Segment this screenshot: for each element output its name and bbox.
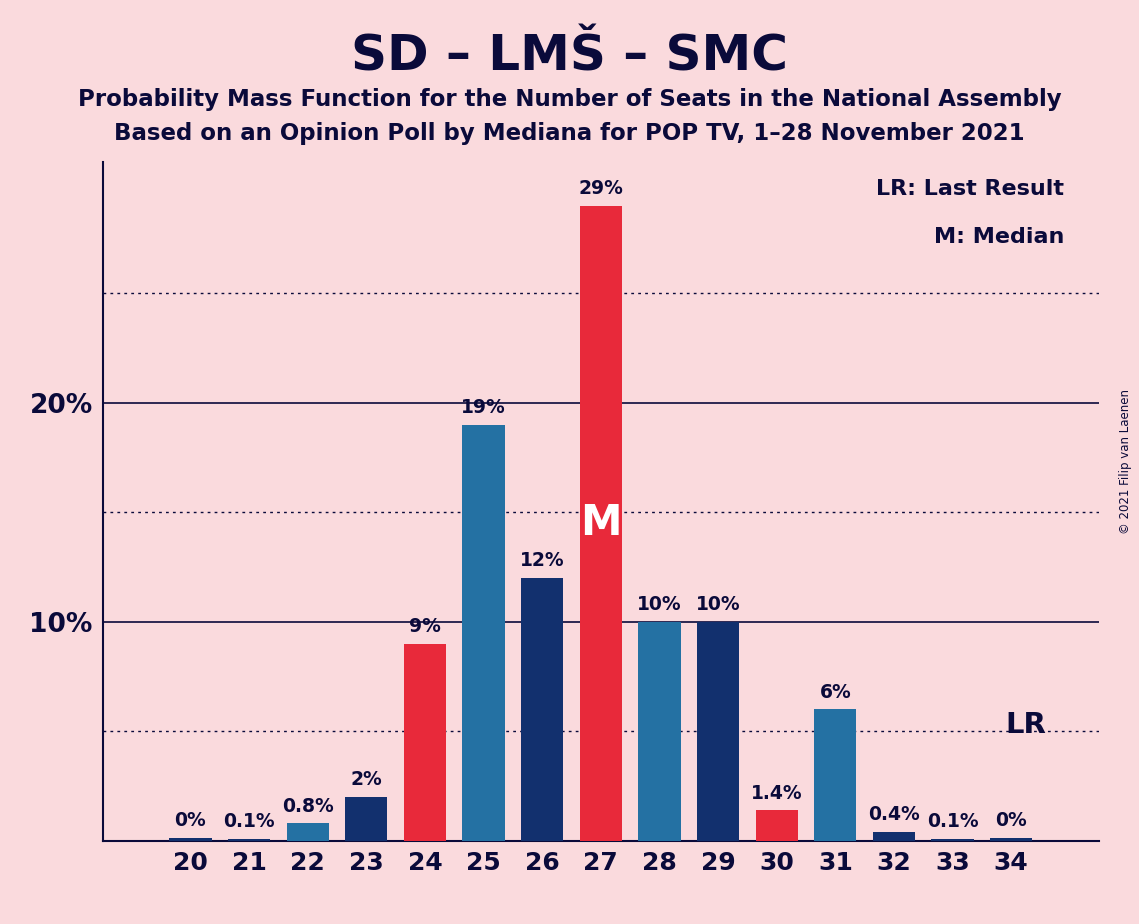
Bar [345,797,387,841]
Bar [990,837,1032,841]
Text: 0.4%: 0.4% [868,806,920,824]
Text: 1.4%: 1.4% [751,784,803,803]
Bar [755,810,797,841]
Text: 29%: 29% [579,179,623,198]
Text: 0.1%: 0.1% [927,812,978,831]
Bar [170,837,212,841]
Bar [462,425,505,841]
Text: 10%: 10% [637,595,682,614]
Bar [697,622,739,841]
Text: 6%: 6% [819,683,851,701]
Text: LR: LR [1006,711,1047,738]
Text: Based on an Opinion Poll by Mediana for POP TV, 1–28 November 2021: Based on an Opinion Poll by Mediana for … [114,122,1025,145]
Text: 0%: 0% [995,811,1027,830]
Text: 12%: 12% [519,552,565,570]
Text: 2%: 2% [351,771,383,789]
Text: 0%: 0% [174,811,206,830]
Bar [404,644,446,841]
Text: LR: Last Result: LR: Last Result [876,179,1064,200]
Bar [932,839,974,841]
Bar [872,833,915,841]
Bar [814,710,857,841]
Text: 19%: 19% [461,398,506,417]
Text: 10%: 10% [696,595,740,614]
Text: M: M [580,502,622,544]
Text: Probability Mass Function for the Number of Seats in the National Assembly: Probability Mass Function for the Number… [77,88,1062,111]
Bar [228,839,270,841]
Text: SD – LMŠ – SMC: SD – LMŠ – SMC [351,32,788,80]
Text: © 2021 Filip van Laenen: © 2021 Filip van Laenen [1118,390,1132,534]
Bar [287,823,329,841]
Text: 0.8%: 0.8% [281,796,334,816]
Bar [580,205,622,841]
Bar [638,622,680,841]
Text: 0.1%: 0.1% [223,812,274,831]
Text: 9%: 9% [409,617,441,636]
Bar [521,578,564,841]
Text: M: Median: M: Median [934,227,1064,248]
